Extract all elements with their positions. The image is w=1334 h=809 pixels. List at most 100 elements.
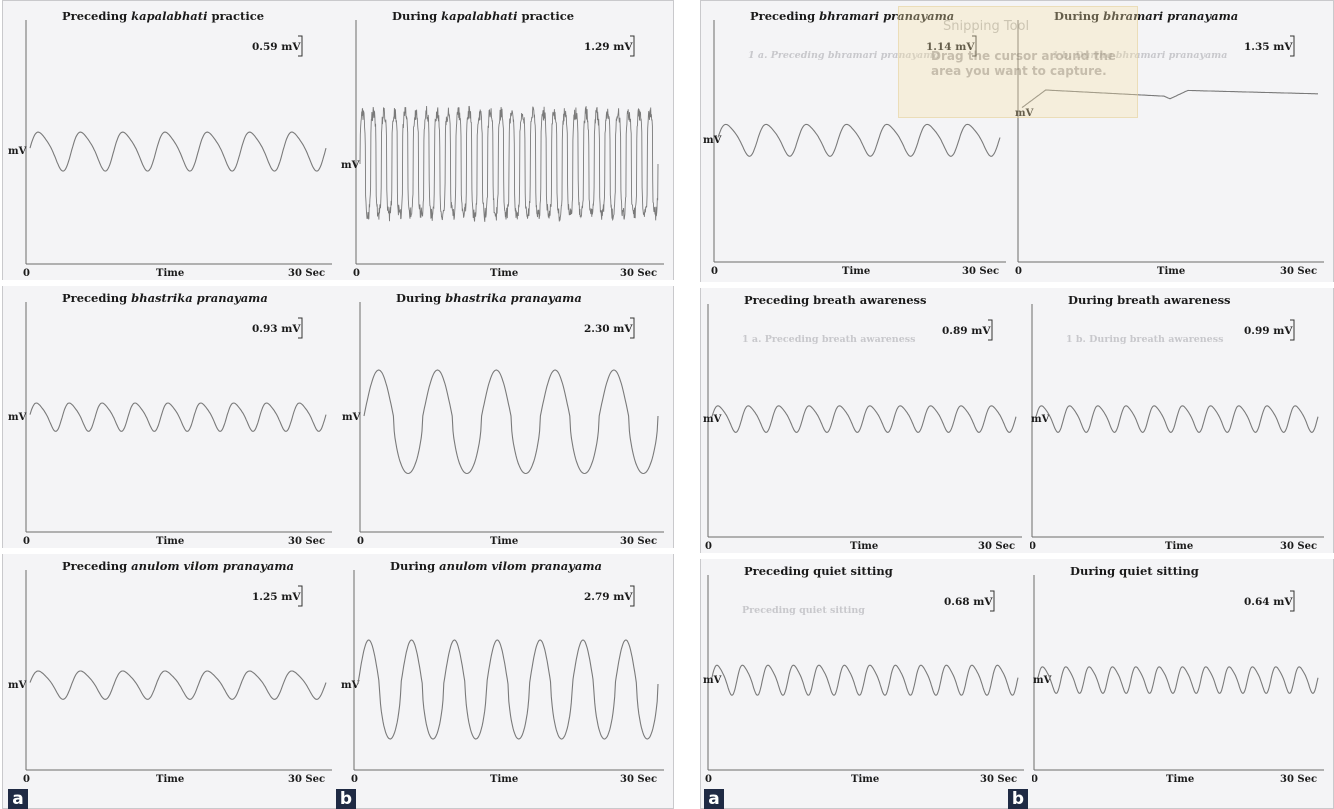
chart-panel-anulom-pre: Preceding anulom vilom pranayama 1.25 mV m… xyxy=(4,554,340,786)
figure-label-a-left: a xyxy=(8,789,28,809)
y-axis-label: mV xyxy=(1031,414,1050,425)
x-axis-label: Time xyxy=(156,268,184,279)
panel-title: During bhastrika pranayama xyxy=(396,291,582,305)
panel-title: During quiet sitting xyxy=(1070,564,1199,578)
x-axis-end-label: 30 Sec xyxy=(288,536,325,547)
panel-ghost-label: Preceding quiet sitting xyxy=(742,605,865,616)
scale-label: 0.64 mV xyxy=(1244,596,1293,608)
x-axis-start-label: 0 xyxy=(1015,266,1022,277)
signal-trace xyxy=(29,131,327,172)
panel-title: Preceding kapalabhati practice xyxy=(62,9,264,23)
snipping-tool-overlay: Snipping Tool Drag the cursor around the… xyxy=(898,6,1138,118)
chart-svg: Preceding anulom vilom pranayama 1.25 mV m… xyxy=(8,559,332,785)
x-axis-end-label: 30 Sec xyxy=(620,774,657,785)
y-axis-label: mV xyxy=(8,146,27,157)
scale-label: 0.59 mV xyxy=(252,41,301,53)
panel-ghost-label: 1 b. During bhramari pranayama xyxy=(1052,50,1227,61)
chart-panel-bhastrika-dur: During bhastrika pranayama 2.30 mV mV 0 Time… xyxy=(340,286,672,548)
chart-panel-bhramari-pre: Preceding bhramari pranayama 1 a. Precedi… xyxy=(702,4,1014,278)
x-axis-start-label: 0 xyxy=(711,266,718,277)
scale-label: 1.14 mV xyxy=(926,41,975,53)
x-axis-label: Time xyxy=(1157,266,1185,277)
signal-trace xyxy=(363,369,659,475)
y-axis-label: mV xyxy=(1015,108,1034,119)
scale-bar xyxy=(1290,590,1295,612)
y-axis-label: mV xyxy=(703,135,722,146)
signal-trace xyxy=(717,123,1001,157)
scale-label: 1.25 mV xyxy=(252,591,301,603)
x-axis-label: Time xyxy=(850,541,878,552)
row-separator xyxy=(700,553,1334,559)
y-axis-label: mV xyxy=(341,160,360,171)
x-axis-end-label: 30 Sec xyxy=(980,774,1017,785)
figure-label-b-right: b xyxy=(1008,789,1028,809)
scale-label: 0.93 mV xyxy=(252,323,301,335)
figure-label-b-left: b xyxy=(336,789,356,809)
chart-panel-breath-pre: Preceding breath awareness 1 a. Preceding… xyxy=(702,288,1030,553)
row-separator xyxy=(700,282,1334,288)
row-separator xyxy=(2,548,674,554)
chart-panel-quiet-dur: During quiet sitting 0.64 mV mV 0 Time 30 Sec xyxy=(1032,559,1332,786)
panel-ghost-label: 1 a. Preceding bhramari pranayama xyxy=(748,50,939,61)
signal-trace xyxy=(29,402,327,432)
chart-panel-breath-dur: During breath awareness 1 b. During breat… xyxy=(1030,288,1332,553)
scale-bar xyxy=(298,317,303,339)
panel-title: Preceding bhastrika pranayama xyxy=(62,291,268,305)
y-axis-label: mV xyxy=(703,675,722,686)
x-axis-end-label: 30 Sec xyxy=(620,268,657,279)
panel-title: During anulom vilom pranayama xyxy=(390,559,602,573)
chart-panel-kapalabhati-dur: During kapalabhati practice 1.29 mV mV 0 Tim… xyxy=(340,4,672,280)
scale-bar xyxy=(1290,319,1295,341)
y-axis-label: mV xyxy=(341,680,360,691)
x-axis-label: Time xyxy=(490,536,518,547)
x-axis-start-label: 0 xyxy=(705,541,712,552)
panel-title: Preceding anulom vilom pranayama xyxy=(62,559,294,573)
x-axis-end-label: 30 Sec xyxy=(962,266,999,277)
row-separator xyxy=(2,280,674,286)
figure-left-half xyxy=(2,0,674,809)
chart-svg: Preceding bhastrika pranayama 0.93 mV mV 0 T… xyxy=(8,291,332,547)
scale-bar xyxy=(298,585,303,607)
chart-panel-kapalabhati-pre: Preceding kapalabhati practice 0.59 mV mV 0… xyxy=(4,4,340,280)
panel-title: During kapalabhati practice xyxy=(392,9,574,23)
scale-bar xyxy=(630,35,635,57)
x-axis-end-label: 30 Sec xyxy=(620,536,657,547)
scale-bar xyxy=(972,35,977,57)
y-axis-label: mV xyxy=(342,412,361,423)
snipping-tool-instruction: Drag the cursor around the area you want… xyxy=(931,49,1116,78)
panel-title: During breath awareness xyxy=(1068,293,1231,307)
chart-svg: Preceding breath awareness 1 a. Preceding… xyxy=(703,293,1022,552)
figure-label-a-right: a xyxy=(704,789,724,809)
chart-panel-quiet-pre: Preceding quiet sitting Preceding quiet s… xyxy=(702,559,1032,786)
panel-title: Preceding quiet sitting xyxy=(744,564,893,578)
chart-panel-anulom-dur: During anulom vilom pranayama 2.79 mV mV 0 T… xyxy=(340,554,672,786)
x-axis-label: Time xyxy=(156,774,184,785)
x-axis-start-label: 0 xyxy=(705,774,712,785)
x-axis-end-label: 30 Sec xyxy=(288,268,325,279)
x-axis-end-label: 30 Sec xyxy=(1280,774,1317,785)
scale-bar xyxy=(1290,35,1295,57)
y-axis-label: mV xyxy=(1033,675,1052,686)
scale-bar xyxy=(990,590,995,612)
x-axis-start-label: 0 xyxy=(1030,541,1036,552)
chart-panel-bhastrika-pre: Preceding bhastrika pranayama 0.93 mV mV 0 T… xyxy=(4,286,340,548)
x-axis-start-label: 0 xyxy=(23,774,30,785)
x-axis-label: Time xyxy=(1165,541,1193,552)
signal-trace xyxy=(711,405,1017,433)
signal-trace xyxy=(1037,666,1319,694)
x-axis-label: Time xyxy=(490,268,518,279)
y-axis-label: mV xyxy=(8,412,27,423)
x-axis-start-label: 0 xyxy=(1032,774,1038,785)
panel-title: Preceding breath awareness xyxy=(744,293,927,307)
signal-trace xyxy=(359,105,659,222)
x-axis-start-label: 0 xyxy=(351,774,358,785)
chart-svg: Preceding bhramari pranayama 1 a. Precedi… xyxy=(703,9,1006,277)
panel-ghost-label: 1 b. During breath awareness xyxy=(1066,334,1223,345)
scale-label: 0.89 mV xyxy=(942,325,991,337)
scale-label: 0.99 mV xyxy=(1244,325,1293,337)
signal-trace xyxy=(711,664,1019,696)
scale-label: 2.79 mV xyxy=(584,591,633,603)
chart-svg: During bhastrika pranayama 2.30 mV mV 0 Time… xyxy=(342,291,664,547)
y-axis-label: mV xyxy=(8,680,27,691)
signal-trace xyxy=(29,670,327,700)
